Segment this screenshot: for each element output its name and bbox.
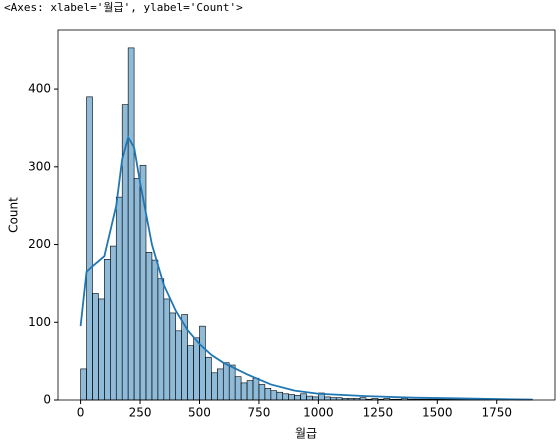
bar <box>187 345 194 401</box>
bar <box>86 96 93 401</box>
x-tick-label: 1250 <box>363 406 394 420</box>
x-axis-label: 월급 <box>295 427 317 441</box>
bar <box>306 395 313 401</box>
bar <box>228 364 236 401</box>
bar <box>110 245 117 401</box>
x-tick-label: 1500 <box>422 406 453 420</box>
bar <box>246 380 254 401</box>
bar <box>80 368 87 401</box>
bar <box>264 388 272 401</box>
bar <box>169 312 177 401</box>
x-tick-label: 0 <box>77 406 85 420</box>
bar <box>115 196 123 401</box>
x-tick-label: 1000 <box>303 406 334 420</box>
bar <box>104 259 111 401</box>
bar <box>175 330 182 401</box>
bar <box>145 252 153 401</box>
bar <box>294 395 301 401</box>
y-tick-label: 200 <box>28 237 51 251</box>
x-tick-label: 250 <box>129 406 152 420</box>
x-tick-label: 750 <box>247 406 270 420</box>
bar <box>222 362 230 401</box>
axes-frame <box>57 29 556 401</box>
bar <box>276 391 284 401</box>
bar <box>133 178 141 401</box>
bar <box>234 376 242 401</box>
bar <box>205 356 212 401</box>
kde-line <box>79 134 533 401</box>
bar <box>98 298 105 401</box>
y-tick-label: 0 <box>43 393 51 407</box>
y-axis-label: Count <box>7 197 21 233</box>
bar <box>157 278 165 401</box>
bar <box>193 337 200 401</box>
bar <box>151 259 159 401</box>
bar <box>199 325 206 401</box>
bar <box>211 372 218 401</box>
y-tick-label: 400 <box>28 82 51 96</box>
bar <box>324 396 331 401</box>
bar <box>217 368 224 401</box>
y-tick-label: 100 <box>28 315 51 329</box>
bar <box>127 47 135 401</box>
bar <box>288 394 295 401</box>
x-tick-label: 500 <box>188 406 211 420</box>
bar <box>282 393 289 401</box>
bar <box>270 390 278 401</box>
x-tick-label: 1750 <box>481 406 512 420</box>
bar <box>163 298 171 401</box>
bar <box>252 377 260 401</box>
bar <box>312 396 319 401</box>
bar <box>240 382 248 401</box>
bar <box>92 293 99 401</box>
bar <box>258 384 266 401</box>
y-tick-label: 300 <box>28 159 51 173</box>
output-text: <Axes: xlabel='월급', ylabel='Count'> <box>4 1 243 14</box>
bar <box>300 393 307 401</box>
